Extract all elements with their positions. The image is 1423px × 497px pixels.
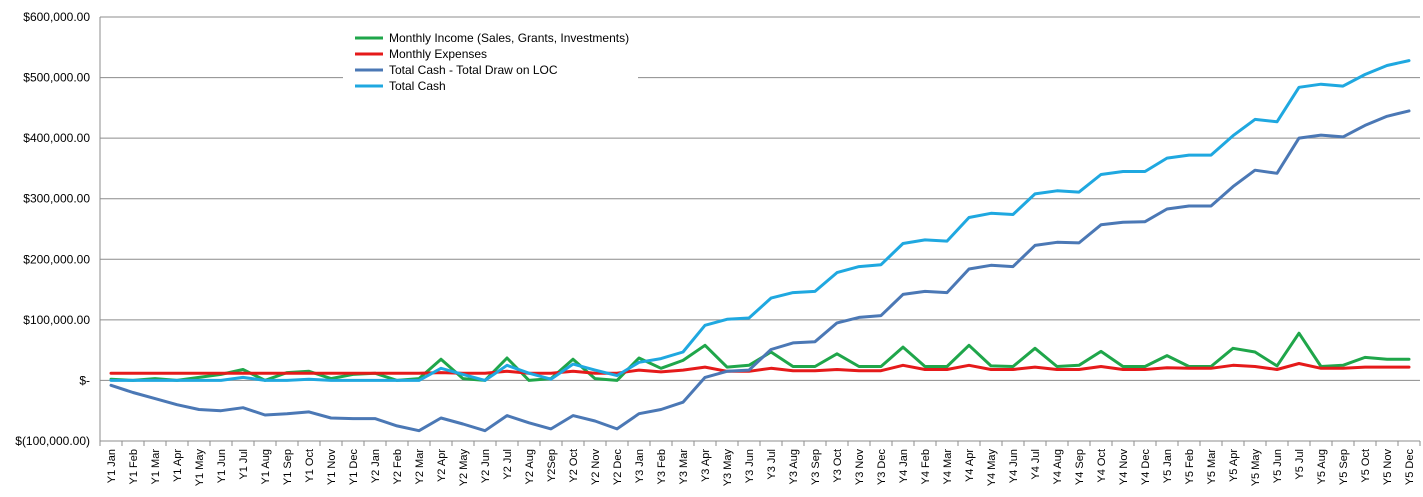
x-tick-label: Y2 May (458, 449, 470, 487)
x-tick-label: Y1 Jan (106, 449, 118, 483)
x-tick-label: Y2 Mar (414, 449, 426, 485)
x-tick-label: Y4 Sep (1074, 449, 1086, 485)
x-tick-label: Y1 Feb (128, 449, 140, 484)
x-tick-label: Y4 May (986, 449, 998, 487)
legend-entry: Monthly Income (Sales, Grants, Investmen… (389, 31, 629, 45)
y-tick-label: $- (79, 373, 90, 387)
x-tick-label: Y4 Nov (1118, 449, 1130, 486)
y-tick-label: $200,000.00 (23, 252, 90, 266)
x-tick-label: Y2Sep (546, 449, 558, 482)
x-tick-label: Y4 Mar (942, 449, 954, 485)
x-tick-label: Y4 Jun (1008, 449, 1020, 483)
x-tick-label: Y5 Jul (1294, 449, 1306, 480)
x-tick-label: Y2 Jul (502, 449, 514, 480)
x-tick-label: Y1 Oct (304, 449, 316, 483)
legend: Monthly Income (Sales, Grants, Investmen… (343, 28, 638, 98)
y-tick-label: $300,000.00 (23, 192, 90, 206)
x-tick-label: Y5 Oct (1360, 449, 1372, 483)
series-line-3 (109, 59, 1411, 382)
x-axis: Y1 Jan Y1 Feb Y1 Mar Y1 Apr Y1 May Y1 Jun Y1 J… (99, 17, 1421, 487)
x-tick-label: Y2 Oct (568, 449, 580, 483)
x-tick-label: Y4 Apr (964, 449, 976, 482)
x-tick-label: Y2 Apr (436, 449, 448, 482)
x-tick-label: Y3 Dec (876, 449, 888, 486)
x-tick-label: Y2 Feb (392, 449, 404, 484)
x-tick-label: Y2 Jan (370, 449, 382, 483)
x-tick-label: Y1 May (194, 449, 206, 487)
x-tick-label: Y5 Jun (1272, 449, 1284, 483)
x-tick-label: Y5 Apr (1228, 449, 1240, 482)
x-tick-label: Y4 Oct (1096, 449, 1108, 483)
y-tick-label: $400,000.00 (23, 131, 90, 145)
x-tick-label: Y5 Jan (1162, 449, 1174, 483)
x-tick-label: Y3 Jul (766, 449, 778, 480)
x-tick-label: Y1 Sep (282, 449, 294, 485)
x-tick-label: Y5 Nov (1382, 449, 1394, 486)
x-tick-label: Y3 Sep (810, 449, 822, 485)
x-tick-label: Y1 Nov (326, 449, 338, 486)
x-tick-label: Y4 Jan (898, 449, 910, 483)
x-tick-label: Y3 Oct (832, 449, 844, 483)
x-tick-label: Y4 Jul (1030, 449, 1042, 480)
x-tick-label: Y1 Jun (216, 449, 228, 483)
x-tick-label: Y2 Aug (524, 449, 536, 484)
y-tick-label: $(100,000.00) (15, 434, 90, 448)
x-tick-label: Y3 Mar (678, 449, 690, 485)
x-tick-label: Y5 Feb (1184, 449, 1196, 484)
x-tick-label: Y5 Mar (1206, 449, 1218, 485)
y-tick-label: $600,000.00 (23, 10, 90, 24)
gridlines (100, 16, 1420, 442)
x-tick-label: Y1 Aug (260, 449, 272, 484)
x-tick-label: Y2 Jun (480, 449, 492, 483)
x-tick-label: Y3 Apr (700, 449, 712, 482)
x-tick-label: Y2 Nov (590, 449, 602, 486)
y-axis-tick-labels: $(100,000.00) $- $100,000.00 $200,000.00 $30… (15, 10, 90, 448)
legend-entry: Total Cash (389, 79, 446, 93)
series-line-2 (109, 109, 1411, 433)
x-tick-label: Y1 Apr (172, 449, 184, 482)
x-tick-label: Y1 Mar (150, 449, 162, 485)
legend-entry: Total Cash - Total Draw on LOC (389, 63, 558, 77)
x-tick-label: Y1 Jul (238, 449, 250, 480)
x-tick-label: Y3 May (722, 449, 734, 487)
x-tick-label: Y4 Aug (1052, 449, 1064, 484)
series-line-1 (109, 362, 1411, 375)
x-tick-label: Y4 Dec (1140, 449, 1152, 486)
y-tick-label: $500,000.00 (23, 71, 90, 85)
legend-entry: Monthly Expenses (389, 47, 487, 61)
x-tick-label: Y5 Sep (1338, 449, 1350, 485)
x-tick-label: Y5 May (1250, 449, 1262, 487)
x-tick-label: Y3 Aug (788, 449, 800, 484)
x-tick-label: Y3 Jan (634, 449, 646, 483)
x-tick-label: Y3 Nov (854, 449, 866, 486)
y-tick-label: $100,000.00 (23, 313, 90, 327)
x-tick-label: Y5 Aug (1316, 449, 1328, 484)
x-tick-label: Y1 Dec (348, 449, 360, 486)
x-tick-label: Y2 Dec (612, 449, 624, 486)
x-tick-label: Y3 Feb (656, 449, 668, 484)
legend-background (343, 28, 638, 98)
x-tick-label: Y5 Dec (1404, 449, 1416, 486)
x-tick-label: Y3 Jun (744, 449, 756, 483)
x-tick-label: Y4 Feb (920, 449, 932, 484)
series-lines (109, 59, 1411, 433)
